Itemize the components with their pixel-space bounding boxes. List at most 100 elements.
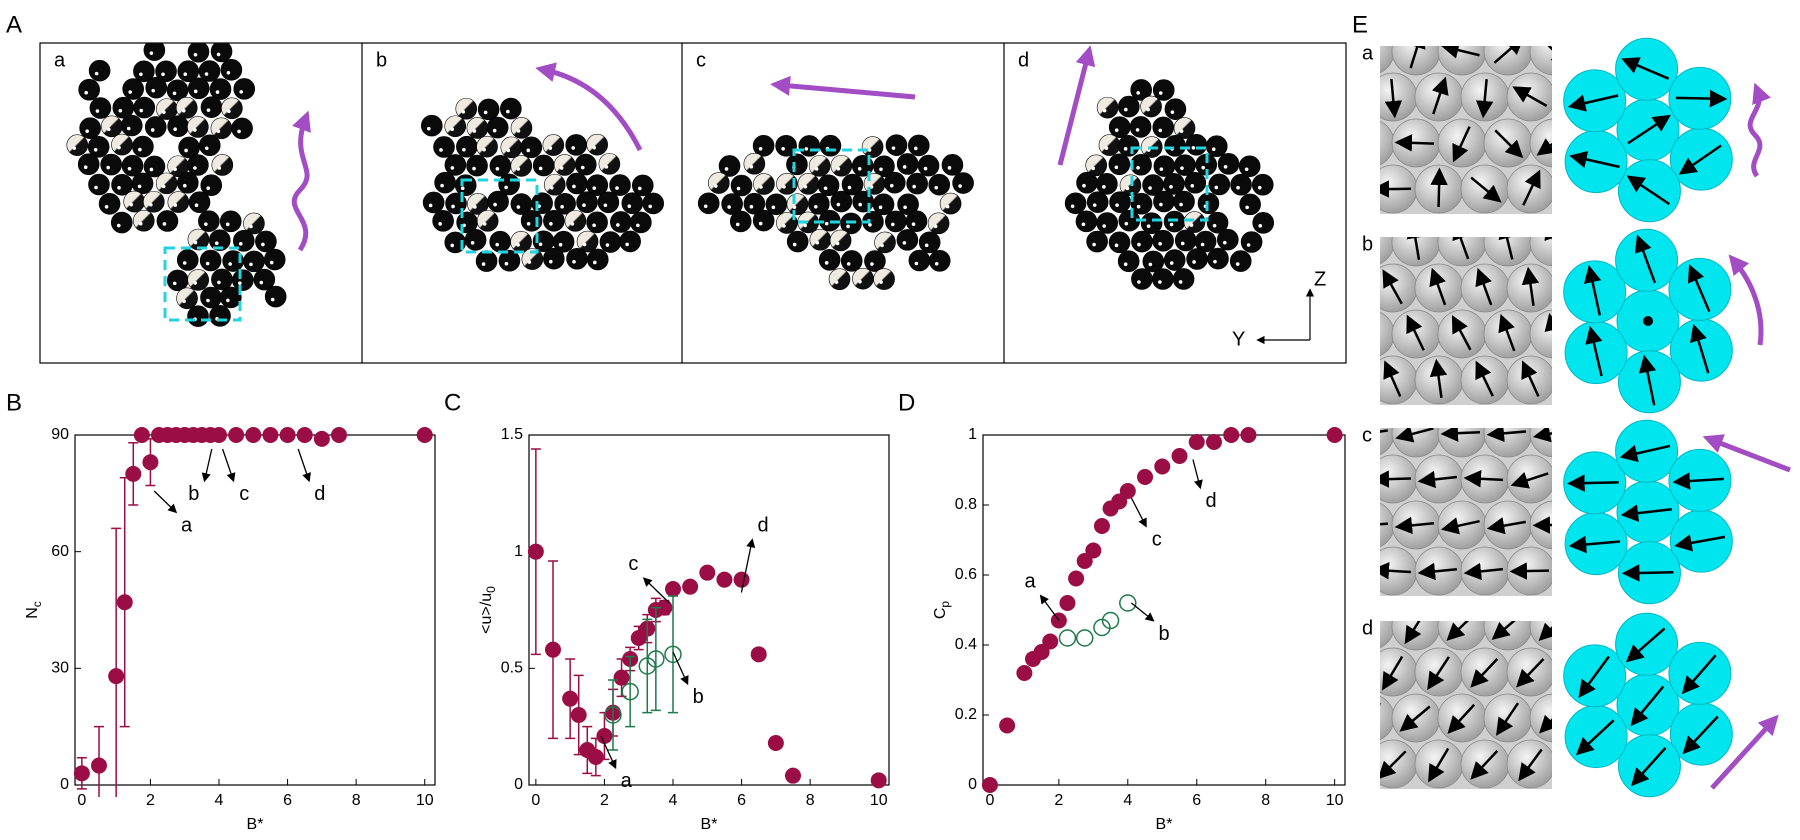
particle-spot (138, 221, 143, 226)
particle (88, 59, 111, 82)
sim-image (1380, 46, 1552, 214)
error-bar (608, 679, 618, 751)
particle-spot (538, 242, 543, 247)
particle-spot (879, 167, 883, 172)
particle (1163, 210, 1186, 233)
particle-spot (172, 281, 177, 286)
particle-spot (495, 167, 500, 171)
particle (885, 134, 908, 156)
particle (830, 154, 853, 177)
particle (574, 153, 597, 176)
particle-spot (903, 205, 907, 210)
data-point (416, 427, 433, 443)
particle-spot (759, 185, 763, 189)
data-point (613, 669, 630, 686)
particle (808, 193, 830, 215)
data-point (1042, 633, 1059, 650)
cluster-arrow (1672, 472, 1724, 490)
particle-spot (1148, 262, 1153, 267)
particle-spot (249, 262, 253, 267)
particle (432, 210, 454, 232)
particle-spot (1223, 240, 1227, 245)
sim-arrow (1521, 266, 1540, 306)
data-point (733, 571, 750, 588)
particle (928, 250, 951, 272)
y-tick-label: 0.8 (955, 496, 977, 513)
particle-spot (460, 186, 465, 191)
y-tick-label: 90 (51, 426, 69, 443)
particle (829, 229, 852, 252)
data-point (1223, 427, 1240, 443)
annotation-arrow (600, 735, 617, 770)
data-point (1119, 594, 1137, 612)
particle-spot (1123, 147, 1128, 151)
particle-spot (835, 241, 840, 246)
panel-label: D (898, 389, 915, 416)
data-point (1058, 629, 1077, 647)
y-tick-label: 30 (51, 660, 69, 677)
sim-arrow (1463, 562, 1504, 581)
sim-arrow (1406, 237, 1424, 260)
y-axis-label: <u>/u0 (478, 586, 498, 634)
particle (455, 97, 478, 120)
particle (66, 134, 89, 156)
x-tick-label: 0 (985, 792, 994, 809)
particle-spot (1179, 129, 1184, 133)
particle (78, 78, 100, 101)
particle-spot (1148, 186, 1152, 190)
particle-spot (604, 165, 609, 169)
particle-spot (1135, 128, 1140, 132)
particle-spot (847, 185, 852, 190)
particle-spot (912, 184, 916, 189)
particle (543, 173, 566, 196)
data-point (785, 767, 801, 784)
data-point (981, 777, 998, 793)
focus-box (792, 148, 871, 224)
particle-spot (1146, 224, 1151, 229)
particle-spot (714, 184, 718, 188)
particle (1163, 249, 1186, 271)
particles (66, 43, 1275, 327)
particle (852, 190, 874, 213)
particle-spot (1114, 243, 1119, 248)
particle-spot (749, 204, 754, 209)
particle-spot (736, 186, 741, 191)
sim-ball (1529, 428, 1552, 458)
sim-arrow (1510, 471, 1549, 489)
particle-spot (1146, 107, 1150, 112)
particle-spot (139, 72, 143, 77)
data-point (1137, 469, 1154, 485)
particle (111, 133, 133, 156)
particle (198, 60, 221, 82)
particle-spot (1104, 146, 1109, 150)
particle-spot (878, 205, 883, 210)
motion-arrow (770, 75, 916, 100)
particle (1163, 173, 1185, 195)
x-tick-label: 6 (737, 792, 746, 809)
particle (941, 154, 964, 176)
particle-spot (823, 186, 828, 191)
particle-spot (858, 279, 862, 284)
particle-spot (481, 262, 486, 266)
particle (1108, 231, 1131, 254)
particle (586, 211, 608, 234)
particle (809, 228, 832, 251)
particle-spot (269, 260, 274, 265)
particle-spot (1257, 185, 1262, 190)
particle (939, 192, 962, 215)
data-point (664, 645, 682, 664)
particle-spot (193, 240, 198, 245)
particle-spot (149, 51, 154, 55)
sim-arrow (1486, 517, 1526, 535)
particle (532, 154, 555, 177)
sim-ball (1529, 46, 1552, 76)
particle (775, 134, 797, 157)
data-point (656, 599, 673, 616)
particle (798, 135, 821, 157)
particle (520, 136, 543, 159)
particle (552, 230, 575, 253)
particle (200, 286, 222, 309)
particle-spot (428, 203, 433, 208)
particle (1206, 211, 1229, 234)
